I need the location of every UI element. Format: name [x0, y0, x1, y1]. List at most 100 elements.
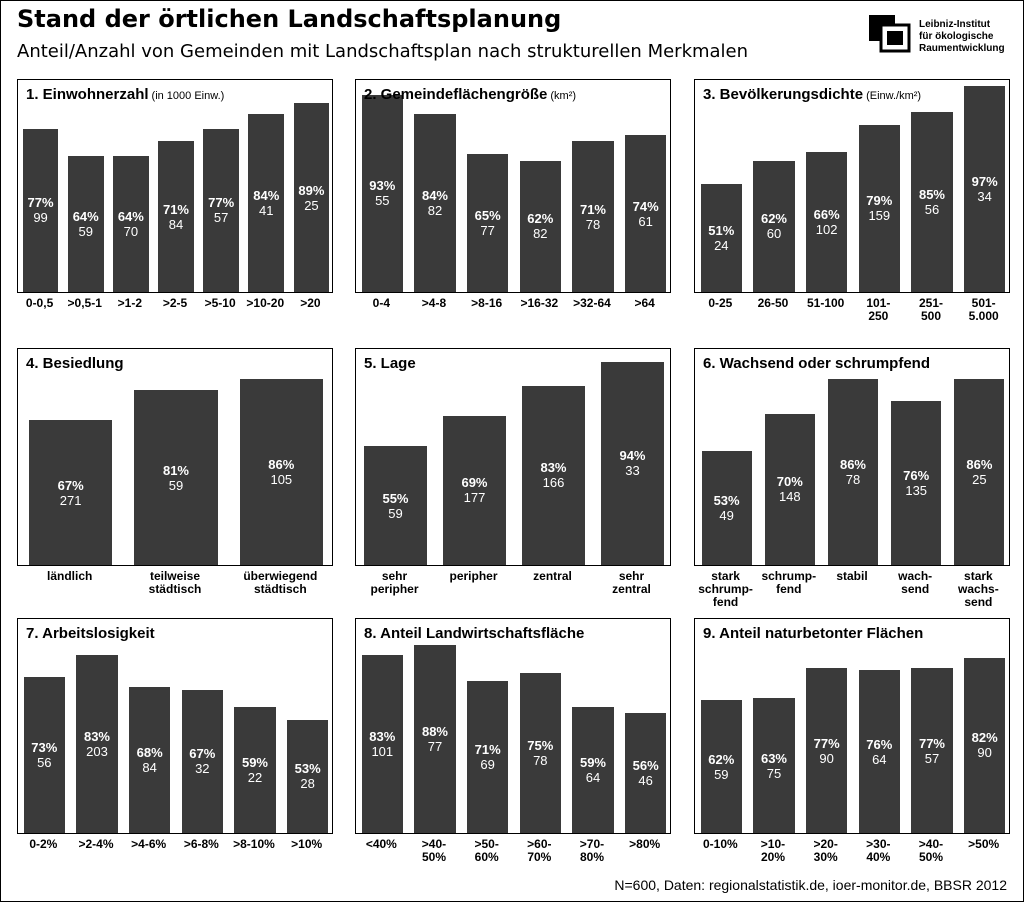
bar — [753, 160, 795, 292]
bar-label: 88% 77 — [414, 724, 456, 754]
panel-title: 2. Gemeindeflächengröße (km²) — [364, 86, 576, 103]
count-label: 166 — [542, 475, 565, 491]
bar — [519, 672, 562, 833]
count-label: 59 — [714, 766, 729, 782]
percent-label: 97% — [971, 174, 998, 190]
bar — [954, 379, 1005, 565]
bar-label: 84% 41 — [248, 188, 284, 218]
percent-label: 59% — [241, 754, 268, 770]
percent-label: 64% — [72, 209, 99, 225]
count-label: 59 — [388, 505, 403, 521]
panel-title: 3. Bevölkerungsdichte (Einw./km²) — [703, 86, 921, 103]
x-tick-label: 0-25 — [708, 296, 733, 310]
panel: 5. Lage 55% 59 69% 177 83% 166 94% 33 — [355, 348, 671, 566]
bar — [522, 385, 585, 565]
bar-label: 79% 159 — [859, 193, 901, 223]
count-label: 33 — [625, 463, 640, 479]
bar-label: 55% 59 — [364, 491, 426, 521]
panel-title: 7. Arbeitslosigkeit — [26, 625, 155, 642]
x-tick-label: >10- 20% — [760, 837, 786, 864]
bar-label: 62% 59 — [701, 752, 743, 782]
percent-label: 62% — [760, 211, 787, 227]
bar-label: 67% 32 — [182, 746, 224, 776]
bar — [414, 644, 456, 833]
bar-label: 53% 28 — [287, 761, 329, 791]
bar — [572, 141, 614, 292]
x-tick-label: >10-20 — [246, 296, 285, 310]
x-tick-label: >80% — [629, 837, 661, 851]
percent-label: 53% — [713, 492, 740, 508]
x-tick-label: wach- send — [898, 569, 933, 596]
bar-label: 83% 101 — [362, 729, 404, 759]
panel: 7. Arbeitslosigkeit 73% 56 83% 203 68% 84 67% 32… — [17, 618, 333, 834]
bar — [181, 689, 224, 833]
count-label: 203 — [86, 744, 108, 760]
percent-label: 68% — [136, 745, 163, 761]
x-tick-label: 251- 500 — [918, 296, 943, 323]
count-label: 69 — [480, 757, 495, 773]
panel-title: 1. Einwohnerzahl (in 1000 Einw.) — [26, 86, 224, 103]
bar-label: 62% 60 — [753, 211, 795, 241]
count-label: 99 — [33, 210, 48, 226]
bar-label: 59% 22 — [234, 755, 276, 785]
bar — [700, 700, 743, 833]
bar-label: 83% 166 — [522, 460, 584, 490]
x-tick-label: <40% — [365, 837, 397, 851]
count-label: 57 — [213, 210, 229, 226]
percent-label: 70% — [776, 474, 803, 490]
bar-label: 93% 55 — [362, 178, 404, 208]
bar — [128, 687, 171, 833]
count-label: 77 — [480, 223, 495, 239]
x-tick-label: sehr zentral — [612, 569, 651, 596]
bar — [158, 141, 194, 292]
bar — [113, 156, 149, 292]
bar-label: 77% 57 — [911, 736, 953, 766]
count-label: 25 — [304, 197, 319, 213]
x-tick-label: >32-64 — [573, 296, 611, 310]
count-label: 61 — [638, 213, 653, 229]
bar — [443, 415, 506, 565]
count-label: 101 — [371, 744, 394, 760]
bar — [466, 681, 509, 833]
count-label: 56 — [37, 754, 52, 770]
count-label: 82 — [427, 202, 443, 218]
bar — [239, 379, 323, 565]
percent-label: 86% — [268, 457, 295, 473]
percent-label: 59% — [579, 754, 606, 770]
bar — [805, 152, 848, 292]
panel-unit: (km²) — [550, 90, 577, 102]
x-tick-label: >40- 50% — [918, 837, 944, 864]
percent-label: 71% — [474, 742, 501, 758]
bar — [753, 698, 795, 833]
count-label: 56 — [924, 201, 940, 217]
bar-label: 77% 90 — [806, 736, 848, 766]
x-tick-label: 0-4 — [372, 296, 390, 310]
bar-label: 67% 271 — [29, 478, 112, 508]
percent-label: 77% — [813, 735, 840, 751]
bar-label: 65% 77 — [467, 208, 509, 238]
bar-label: 86% 25 — [954, 457, 1004, 487]
x-tick-label: stabil — [836, 569, 868, 583]
x-tick-label: >5-10 — [204, 296, 236, 310]
count-label: 135 — [905, 482, 928, 498]
percent-label: 63% — [760, 750, 787, 766]
percent-label: 56% — [632, 758, 659, 774]
percent-label: 65% — [474, 208, 501, 224]
x-tick-label: >30- 40% — [866, 837, 891, 864]
bar — [361, 94, 404, 292]
x-tick-label: stark wachs- send — [958, 569, 999, 609]
bar-label: 64% 59 — [68, 209, 104, 239]
x-tick-label: >64 — [634, 296, 655, 310]
bar-label: 97% 34 — [964, 174, 1006, 204]
bar — [67, 156, 104, 292]
count-label: 22 — [247, 769, 263, 785]
percent-label: 51% — [708, 222, 735, 238]
percent-label: 83% — [83, 729, 110, 745]
panel-title: 9. Anteil naturbetonter Flächen — [703, 625, 923, 642]
count-label: 177 — [463, 490, 486, 506]
count-label: 159 — [868, 208, 891, 224]
x-tick-label: >60- 70% — [527, 837, 552, 864]
bar — [234, 706, 276, 833]
count-label: 34 — [977, 189, 992, 205]
count-label: 32 — [195, 761, 210, 777]
